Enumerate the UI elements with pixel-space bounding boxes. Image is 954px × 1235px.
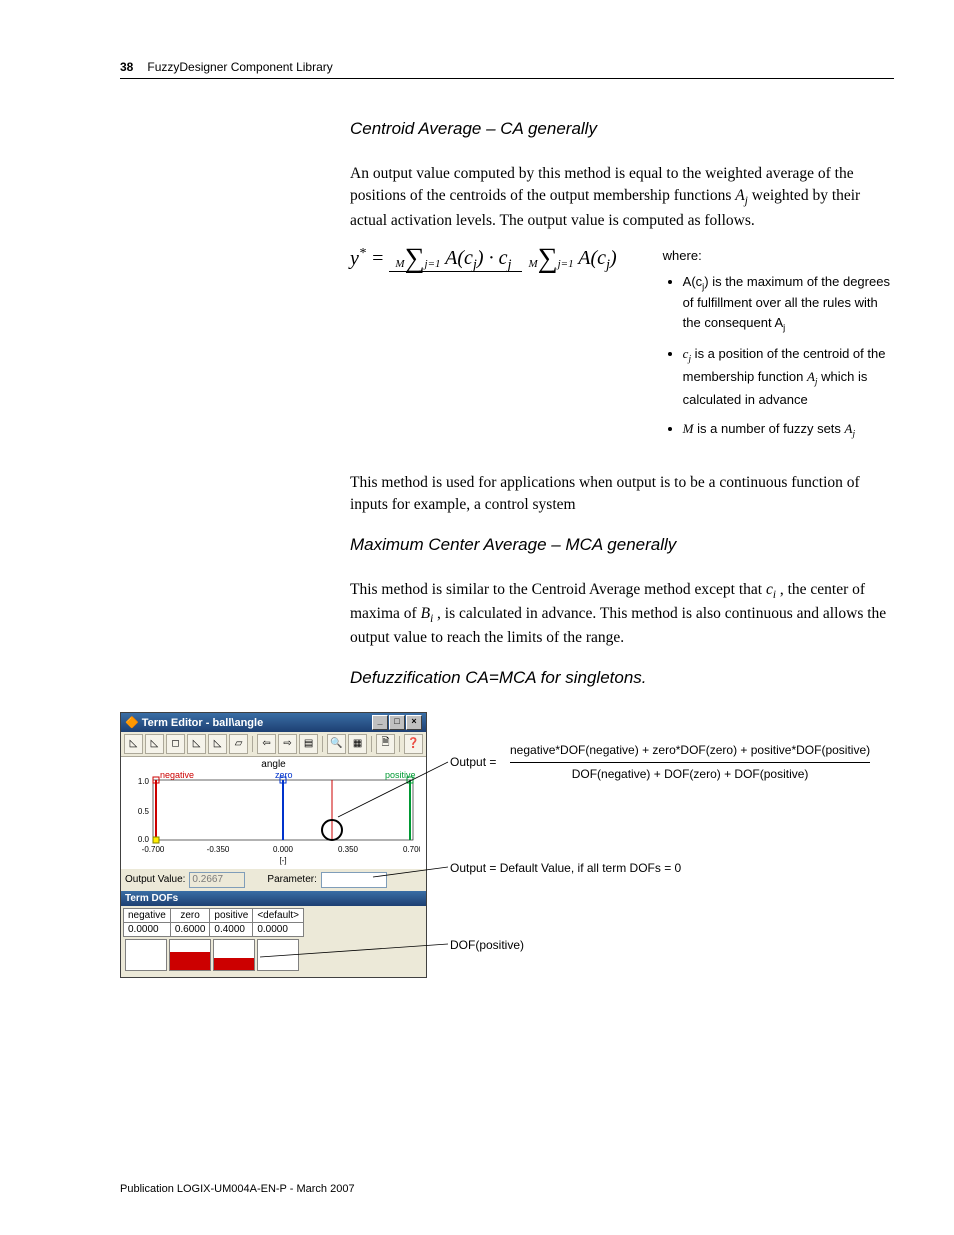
figure: 🔶 Term Editor - ball\angle _ □ × ◺ ◺ ◻ ◺… bbox=[120, 712, 894, 1012]
where-list: A(cj) is the maximum of the degrees of f… bbox=[663, 272, 894, 442]
section1-title: Centroid Average – CA generally bbox=[350, 119, 894, 139]
where-item: A(cj) is the maximum of the degrees of f… bbox=[683, 272, 894, 335]
section3-title: Defuzzification CA=MCA for singletons. bbox=[350, 668, 894, 688]
where-label: where: bbox=[663, 246, 894, 266]
page-number: 38 bbox=[120, 60, 133, 74]
header-rule bbox=[120, 78, 894, 79]
section2-para: This method is similar to the Centroid A… bbox=[350, 579, 894, 650]
leader-lines bbox=[120, 712, 900, 1012]
formula: y* = M∑j=1 A(cj) · cj M∑j=1 A(cj) bbox=[350, 246, 623, 274]
section2-title: Maximum Center Average – MCA generally bbox=[350, 535, 894, 555]
where-block: where: A(cj) is the maximum of the degre… bbox=[663, 246, 894, 452]
section1-para1: An output value computed by this method … bbox=[350, 163, 894, 232]
chapter-title: FuzzyDesigner Component Library bbox=[147, 60, 332, 74]
where-item: M is a number of fuzzy sets Aj bbox=[683, 419, 894, 442]
section1-para2: This method is used for applications whe… bbox=[350, 472, 894, 517]
where-item: cj is a position of the centroid of the … bbox=[683, 344, 894, 409]
text: A bbox=[735, 187, 744, 204]
footer: Publication LOGIX-UM004A-EN-P - March 20… bbox=[120, 1183, 355, 1195]
